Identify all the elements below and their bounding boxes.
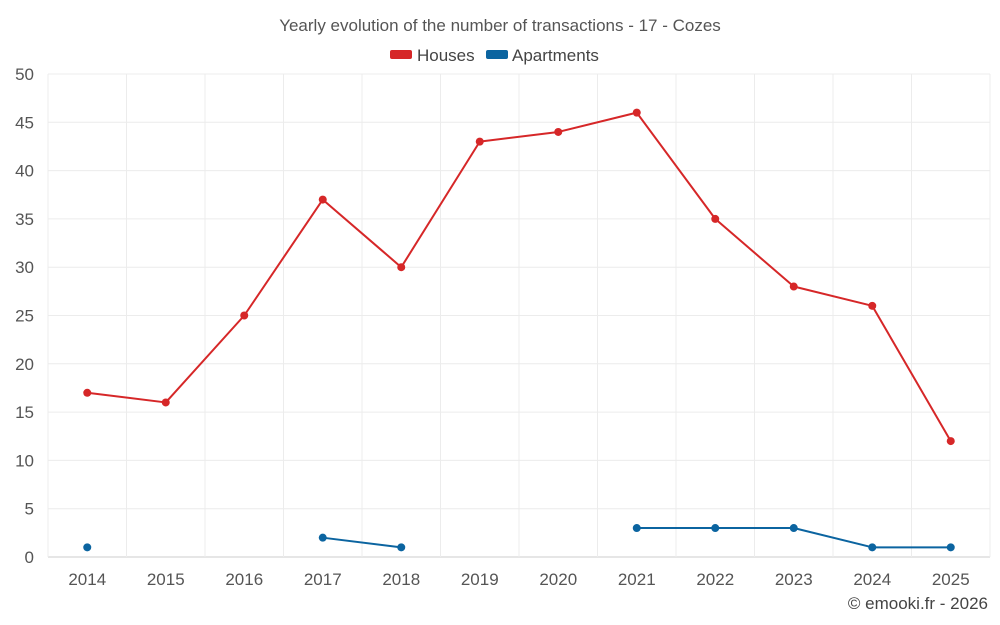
data-point-apartments-2023[interactable]: [789, 524, 798, 533]
y-tick-label: 35: [15, 210, 34, 229]
x-tick-label: 2022: [696, 570, 734, 589]
data-point-houses-2023[interactable]: [789, 282, 798, 291]
x-tick-label: 2016: [225, 570, 263, 589]
chart-title: Yearly evolution of the number of transa…: [279, 16, 721, 35]
data-point-apartments-2025[interactable]: [946, 543, 955, 552]
y-tick-label: 50: [15, 65, 34, 84]
data-point-apartments-2017[interactable]: [318, 533, 327, 542]
legend-swatch-houses: [390, 50, 412, 59]
credit-text: © emooki.fr - 2026: [848, 594, 988, 613]
y-tick-label: 45: [15, 113, 34, 132]
x-axis: 2014 2015 2016 2017 2018 2019 2020 2021 2022 2023…: [68, 570, 969, 589]
series-line-houses: [87, 111, 952, 442]
data-point-houses-2021[interactable]: [632, 108, 641, 117]
y-tick-label: 40: [15, 162, 34, 181]
data-point-houses-2020[interactable]: [554, 127, 563, 136]
data-point-apartments-2024[interactable]: [868, 543, 877, 552]
data-point-houses-2024[interactable]: [868, 301, 877, 310]
data-point-houses-2014[interactable]: [83, 388, 92, 397]
data-point-houses-2015[interactable]: [161, 398, 170, 407]
legend[interactable]: Houses Apartments: [390, 46, 599, 65]
data-point-apartments-2014[interactable]: [83, 543, 92, 552]
x-tick-label: 2023: [775, 570, 813, 589]
y-tick-label: 0: [25, 548, 34, 567]
data-point-houses-2019[interactable]: [475, 137, 484, 146]
x-tick-label: 2024: [853, 570, 891, 589]
data-point-apartments-2021[interactable]: [632, 524, 641, 533]
gridlines: [47, 73, 991, 558]
series-points: [83, 108, 955, 552]
x-tick-label: 2014: [68, 570, 106, 589]
x-tick-label: 2018: [382, 570, 420, 589]
series-line-apartments: [322, 536, 402, 549]
x-tick-label: 2015: [147, 570, 185, 589]
y-tick-label: 20: [15, 355, 34, 374]
data-point-houses-2018[interactable]: [397, 263, 406, 272]
data-point-houses-2025[interactable]: [946, 437, 955, 446]
data-point-houses-2017[interactable]: [318, 195, 327, 204]
legend-label-houses[interactable]: Houses: [417, 46, 475, 65]
x-tick-label: 2021: [618, 570, 656, 589]
data-point-houses-2022[interactable]: [711, 214, 720, 223]
data-point-apartments-2022[interactable]: [711, 524, 720, 533]
y-tick-label: 30: [15, 258, 34, 277]
y-tick-label: 5: [25, 500, 34, 519]
y-tick-label: 25: [15, 307, 34, 326]
x-tick-label: 2020: [539, 570, 577, 589]
y-axis: 0 5 10 15 20 25 30 35 40 45 50: [15, 65, 34, 567]
data-point-houses-2016[interactable]: [240, 311, 249, 320]
y-tick-label: 15: [15, 403, 34, 422]
y-tick-label: 10: [15, 451, 34, 470]
data-point-apartments-2018[interactable]: [397, 543, 406, 552]
x-tick-label: 2025: [932, 570, 970, 589]
legend-swatch-apartments: [486, 50, 508, 59]
x-tick-label: 2019: [461, 570, 499, 589]
legend-label-apartments[interactable]: Apartments: [512, 46, 599, 65]
x-tick-label: 2017: [304, 570, 342, 589]
